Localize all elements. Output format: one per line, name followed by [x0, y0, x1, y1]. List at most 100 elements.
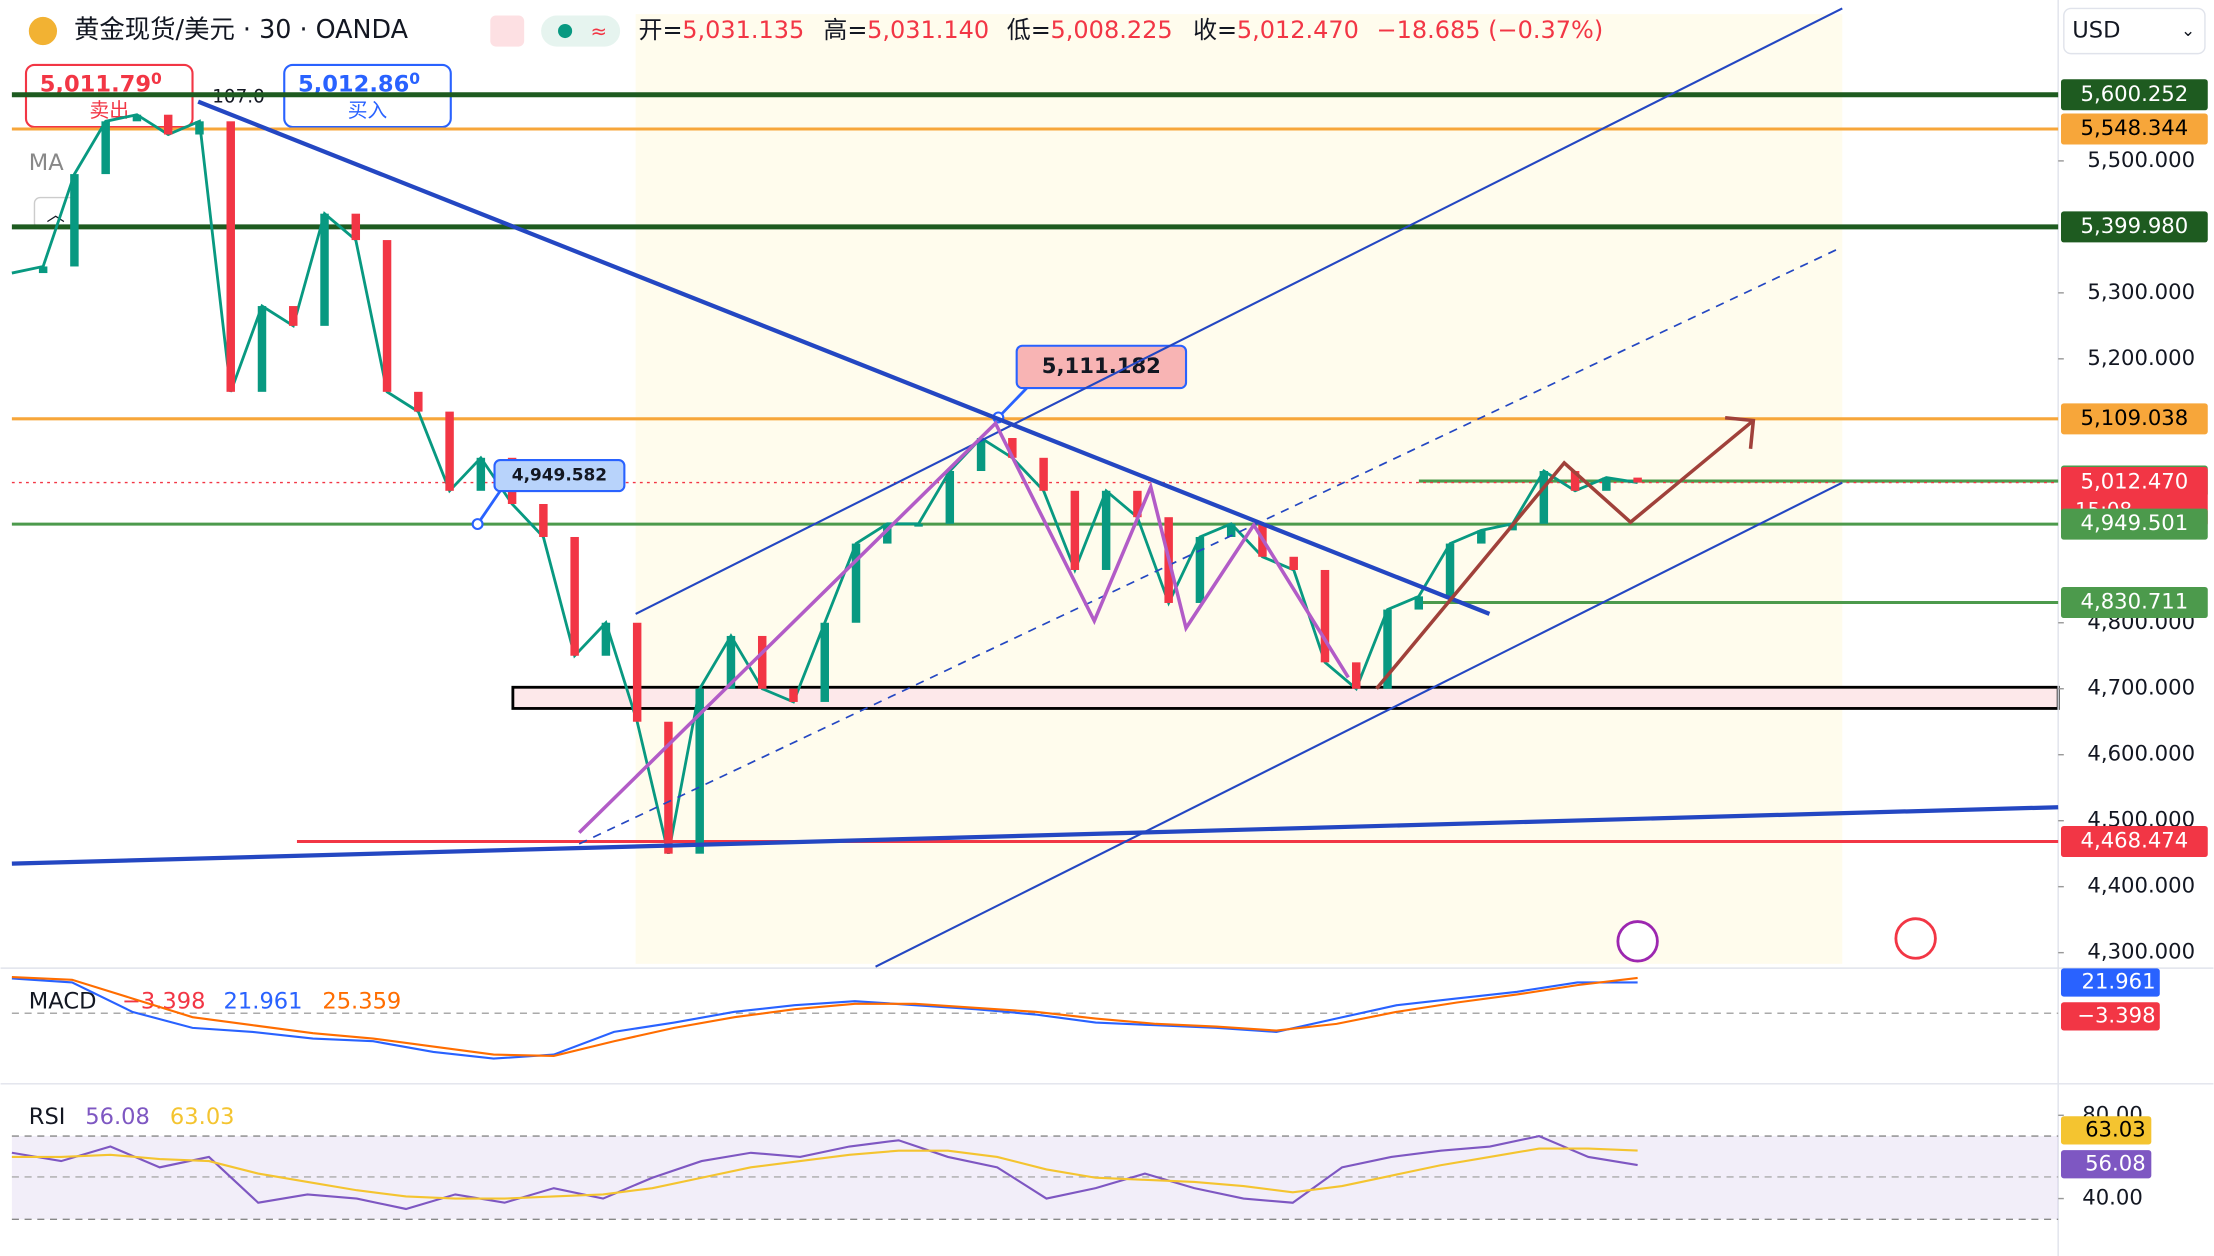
ohlc-key: 收=	[1193, 16, 1237, 44]
level-label: 5,548.344	[2081, 115, 2189, 140]
ohlc-value: 5,031.135	[682, 16, 804, 44]
candle	[1226, 523, 1236, 537]
flag-button[interactable]	[490, 15, 525, 47]
candle	[1070, 490, 1080, 570]
level-label: 5,399.980	[2081, 213, 2189, 238]
axis-label: 63.03	[2085, 1116, 2146, 1141]
candle	[1383, 609, 1392, 689]
status-pill[interactable]	[541, 15, 621, 47]
level-label: 4,468.474	[2081, 827, 2189, 852]
flag-icon[interactable]	[1894, 917, 1937, 960]
axis-label-bg	[2060, 1116, 2152, 1145]
callout-pointer	[476, 486, 505, 525]
candle	[757, 635, 767, 689]
callout-box	[1015, 344, 1188, 390]
rsi-line	[11, 1135, 1638, 1211]
macd-title: MACD	[29, 988, 97, 1014]
level-label: 5,600.252	[2081, 81, 2189, 106]
candle	[820, 622, 829, 702]
candle	[195, 121, 204, 135]
chevron-up: ︿	[46, 205, 64, 226]
ohlc-key: 低=	[1007, 16, 1051, 44]
axis-label-bg	[2060, 968, 2160, 997]
symbol-icon	[28, 16, 58, 46]
candle	[445, 411, 454, 491]
macd-readout: −3.398	[122, 988, 206, 1014]
channel-line	[875, 481, 1843, 968]
currency-select[interactable]	[2063, 7, 2206, 55]
drawings	[11, 7, 2059, 968]
candle	[101, 121, 110, 175]
candle	[132, 114, 142, 122]
symbol-title: 黄金现货/美元 · 30 · OANDA	[74, 14, 409, 44]
candle	[320, 213, 329, 326]
y-tick-label: 5,500.000	[2087, 147, 2195, 172]
level-label: 4,949.501	[2081, 510, 2189, 535]
trend-line	[197, 99, 1491, 616]
axis-label: 21.961	[2082, 968, 2156, 993]
callout-anchor	[471, 518, 484, 531]
y-tick-label: 4,600.000	[2087, 741, 2195, 766]
ohlc-key: 开=	[638, 16, 682, 44]
level-label-bg	[2060, 403, 2208, 435]
trade-label: 买入	[348, 99, 388, 122]
y-tick-label: 5,200.000	[2087, 345, 2195, 370]
candle	[70, 174, 79, 267]
candle	[289, 306, 298, 326]
candle	[1633, 477, 1642, 483]
level-label-bg	[2060, 113, 2208, 145]
candle	[632, 622, 642, 722]
y-tick-label: 5,300.000	[2087, 279, 2195, 304]
candle	[1539, 471, 1549, 524]
candle	[163, 114, 173, 135]
y-tick-label: 4,400.000	[2087, 873, 2195, 898]
axis-label-bg	[2060, 1150, 2152, 1179]
candle	[1039, 457, 1048, 491]
level-label-bg	[2060, 79, 2208, 111]
candle	[476, 457, 486, 491]
candle	[1570, 471, 1580, 491]
ohlc-value: 5,008.225	[1051, 16, 1173, 44]
channel-fill	[635, 14, 1843, 964]
candle	[1008, 438, 1017, 458]
trend-line	[11, 805, 2059, 866]
rsi-ma-line	[11, 1147, 1638, 1200]
channel-line	[635, 7, 1843, 615]
chevron: ⌄	[2181, 20, 2195, 40]
pip: 0	[409, 70, 420, 88]
candle	[38, 266, 48, 274]
event-icon[interactable]	[1616, 920, 1659, 963]
price-change: −18.685 (−0.37%)	[1377, 16, 1604, 44]
candle	[695, 688, 704, 854]
candle	[351, 213, 361, 241]
level-label-bg	[2060, 586, 2208, 619]
level-label: 5,012.470	[2081, 469, 2189, 494]
currency[interactable]: USD	[2072, 18, 2120, 44]
ma-label: MA	[29, 150, 64, 176]
candle	[976, 438, 986, 472]
callout-pointer	[997, 382, 1032, 419]
status-dot	[558, 23, 573, 39]
candle	[789, 688, 798, 702]
pattern-path	[577, 420, 1350, 834]
candle	[1445, 543, 1455, 597]
ohlc-value: 5,012.470	[1237, 16, 1359, 44]
level-label: 4,830.711	[2081, 588, 2189, 613]
callout-label: 4,949.582	[512, 465, 607, 485]
trade-label: 卖出	[89, 99, 129, 122]
signal-line	[11, 976, 1638, 1058]
macd-line	[11, 977, 1638, 1060]
candle	[851, 543, 861, 623]
candle	[226, 121, 235, 392]
candle	[1101, 490, 1111, 570]
arrow-head	[1724, 415, 1756, 449]
ohlc-key: 高=	[823, 16, 867, 44]
candle	[1352, 662, 1361, 689]
y-tick-label: 4,300.000	[2087, 939, 2195, 964]
candle	[1477, 530, 1486, 544]
pip: 0	[151, 70, 162, 88]
level-label-bg	[2060, 211, 2208, 243]
candle	[382, 240, 392, 392]
candle	[883, 523, 892, 544]
